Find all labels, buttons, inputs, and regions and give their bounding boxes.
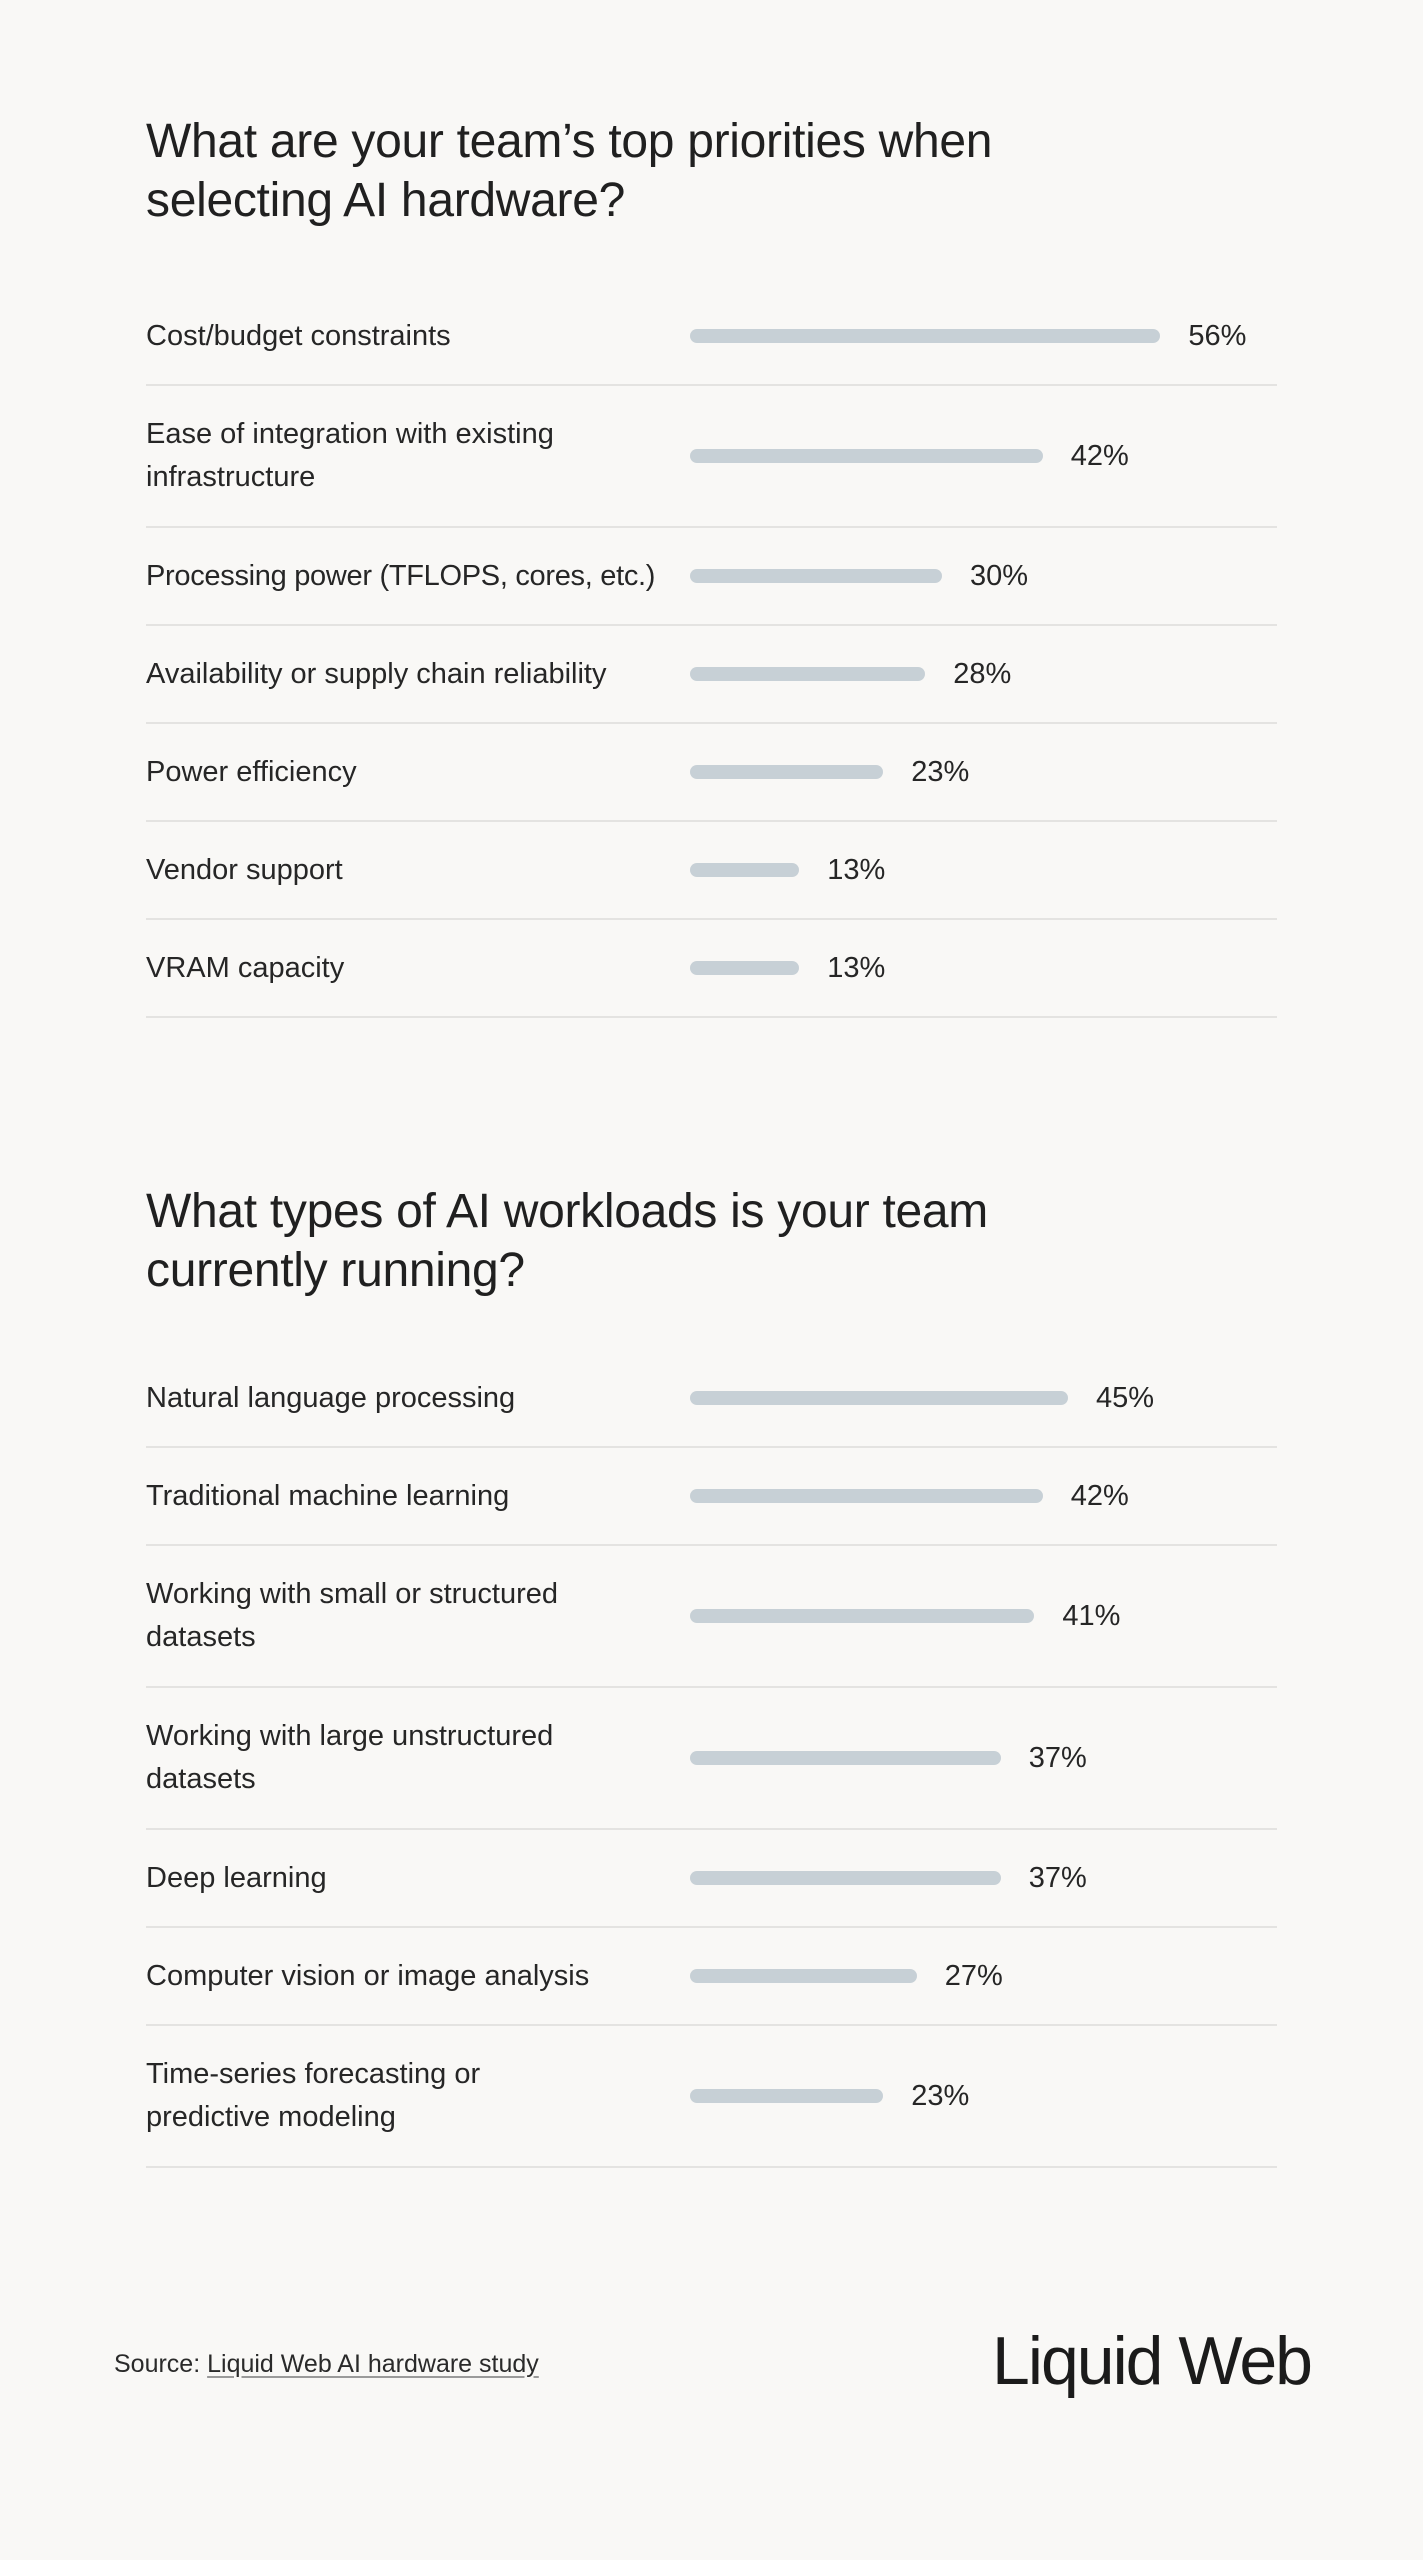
bar-list: Natural language processing 45% Traditio… xyxy=(146,1350,1277,2168)
bar-label: Natural language processing xyxy=(146,1381,516,1414)
bar xyxy=(690,1871,1001,1885)
bar-label: Power efficiency xyxy=(146,755,357,788)
bar-value: 42% xyxy=(1070,439,1129,472)
chart-title: What are your team’s top priorities when… xyxy=(146,115,993,227)
bar-value: 56% xyxy=(1188,319,1247,352)
bar-value: 13% xyxy=(827,951,886,984)
bar-value: 23% xyxy=(911,755,970,788)
source-prefix: Source: xyxy=(114,2350,208,2378)
bar xyxy=(690,1391,1068,1405)
bar-label: Traditional machine learning xyxy=(146,1479,510,1512)
bar xyxy=(690,667,926,681)
bar xyxy=(690,1969,917,1983)
bar-value: 45% xyxy=(1096,1381,1155,1414)
bar-label: Working with large unstructured datasets xyxy=(146,1720,554,1795)
bar xyxy=(690,765,884,779)
source-note: Source: Liquid Web AI hardware study xyxy=(114,2350,539,2379)
liquid-web-logo: Liquid Web xyxy=(992,2323,1313,2399)
bar-row: Deep learning 37% xyxy=(146,1830,1277,1928)
bar-value: 41% xyxy=(1062,1599,1121,1632)
source-link[interactable]: Liquid Web AI hardware study xyxy=(207,2350,539,2378)
bar-row: Ease of integration with existing infras… xyxy=(146,386,1277,528)
bar-label: Deep learning xyxy=(146,1861,327,1894)
bar-value: 13% xyxy=(827,853,886,886)
bar xyxy=(690,863,800,877)
bar-row: Vendor support 13% xyxy=(146,822,1277,920)
bar-label: Cost/budget constraints xyxy=(146,319,451,352)
bar-value: 27% xyxy=(944,1959,1003,1992)
bar xyxy=(690,1489,1043,1503)
bar-row: Natural language processing 45% xyxy=(146,1350,1277,1448)
bar xyxy=(690,1609,1035,1623)
chart-title: What types of AI workloads is your team … xyxy=(146,1185,988,1297)
bar-value: 23% xyxy=(911,2079,970,2112)
bar-label: Computer vision or image analysis xyxy=(146,1959,590,1992)
bar-label: Vendor support xyxy=(146,853,343,886)
bar-value: 28% xyxy=(953,657,1012,690)
bar-row: Traditional machine learning 42% xyxy=(146,1448,1277,1546)
bar-value: 37% xyxy=(1028,1861,1087,1894)
bar xyxy=(690,449,1043,463)
bar-value: 37% xyxy=(1028,1741,1087,1774)
workloads-chart: What types of AI workloads is your team … xyxy=(146,1182,1277,2168)
bar-label: Ease of integration with existing infras… xyxy=(146,418,554,493)
bar-label: Availability or supply chain reliability xyxy=(146,657,607,690)
bar-label: Processing power (TFLOPS, cores, etc.) xyxy=(146,559,656,592)
bar-row: Time-series forecasting or predictive mo… xyxy=(146,2026,1277,2168)
priorities-chart: What are your team’s top priorities when… xyxy=(146,112,1277,1018)
bar-row: Cost/budget constraints 56% xyxy=(146,288,1277,386)
bar-row: Working with small or structured dataset… xyxy=(146,1546,1277,1688)
bar-row: Working with large unstructured datasets… xyxy=(146,1688,1277,1830)
bar-label: Time-series forecasting or predictive mo… xyxy=(146,2058,481,2133)
bar xyxy=(690,329,1161,343)
bar-value: 42% xyxy=(1070,1479,1129,1512)
bar-list: Cost/budget constraints 56% Ease of inte… xyxy=(146,288,1277,1018)
bar xyxy=(690,1751,1001,1765)
bar-row: Computer vision or image analysis 27% xyxy=(146,1928,1277,2026)
bar-row: Power efficiency 23% xyxy=(146,724,1277,822)
bar-row: Processing power (TFLOPS, cores, etc.) 3… xyxy=(146,528,1277,626)
bar xyxy=(690,2089,884,2103)
bar-label: VRAM capacity xyxy=(146,951,345,984)
bar xyxy=(690,961,800,975)
bar xyxy=(690,569,942,583)
bar-value: 30% xyxy=(970,559,1029,592)
bar-row: Availability or supply chain reliability… xyxy=(146,626,1277,724)
bar-row: VRAM capacity 13% xyxy=(146,920,1277,1018)
bar-label: Working with small or structured dataset… xyxy=(146,1578,559,1653)
